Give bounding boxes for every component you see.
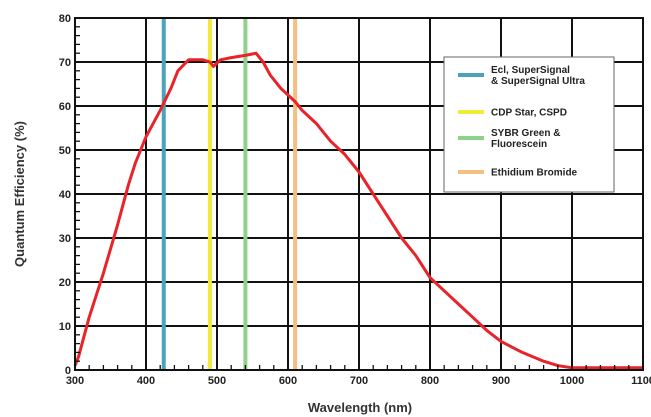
legend-label-2-0: SYBR Green &: [491, 128, 560, 139]
wavelength-bands: [161, 18, 298, 370]
y-tick-label-70: 70: [59, 57, 71, 69]
data-series: [73, 51, 643, 370]
x-tick-label-600: 600: [279, 375, 297, 387]
legend-label-0-1: & SuperSignal Ultra: [491, 76, 585, 87]
x-tick-label-300: 300: [66, 375, 84, 387]
x-tick-label-1000: 1000: [560, 375, 584, 387]
x-tick-label-700: 700: [350, 375, 368, 387]
y-tick-labels: 0 10 20 30 40 50 60 70 80: [59, 13, 71, 377]
legend-label-3-0: Ethidium Bromide: [491, 168, 578, 179]
x-tick-label-500: 500: [208, 375, 226, 387]
y-tick-label-80: 80: [59, 13, 71, 25]
x-axis-label: Wavelength (nm): [308, 400, 412, 415]
legend-label-1-0: CDP Star, CSPD: [491, 108, 567, 119]
x-tick-label-900: 900: [492, 375, 510, 387]
y-tick-label-10: 10: [59, 321, 71, 333]
y-tick-label-50: 50: [59, 145, 71, 157]
y-axis-label: Quantum Efficiency (%): [12, 121, 27, 267]
y-tick-label-60: 60: [59, 101, 71, 113]
x-tick-label-400: 400: [137, 375, 155, 387]
y-tick-label-20: 20: [59, 277, 71, 289]
x-tick-label-800: 800: [421, 375, 439, 387]
legend-box: [443, 56, 615, 193]
qe-curve-line-0: [73, 51, 643, 370]
legend: Ecl, SuperSignal& SuperSignal Ultra CDP S…: [443, 56, 615, 193]
axes: [74, 17, 644, 371]
y-tick-label-30: 30: [59, 233, 71, 245]
y-tick-label-40: 40: [59, 189, 71, 201]
legend-label-2-1: Fluorescein: [491, 139, 547, 150]
y-tick-label-0: 0: [65, 365, 71, 377]
plot-frame: [74, 17, 644, 371]
legend-label-0-0: Ecl, SuperSignal: [491, 65, 570, 76]
